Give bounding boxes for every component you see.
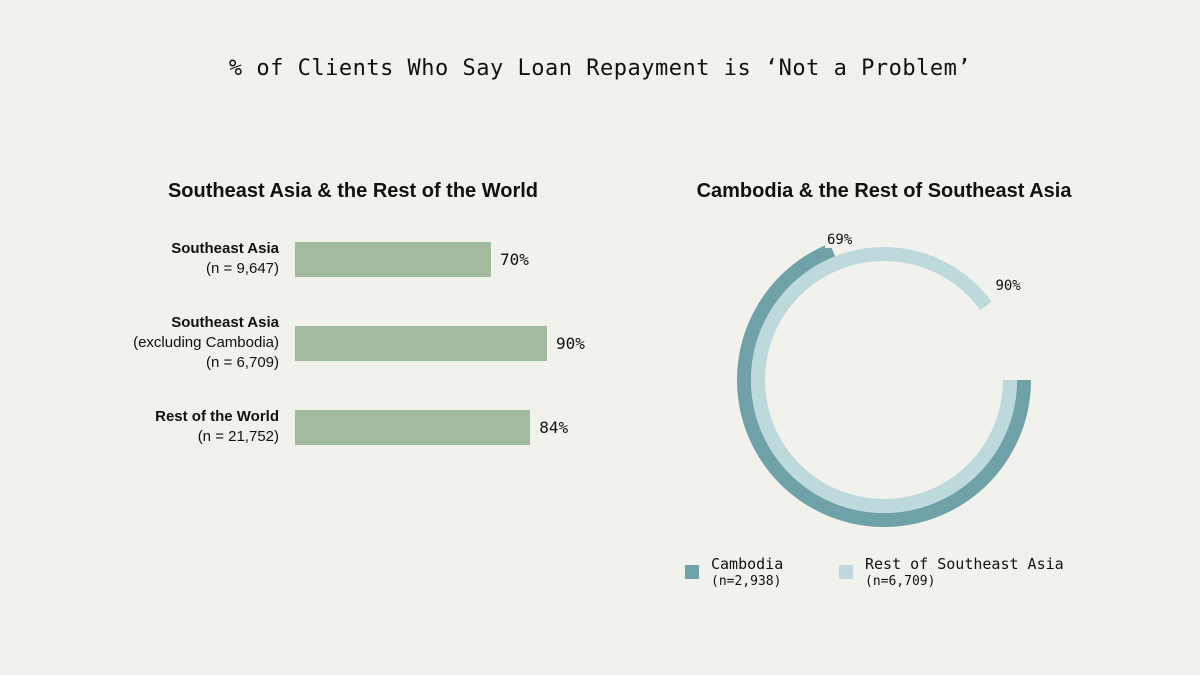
bar-category-sub: (excluding Cambodia) — [133, 334, 279, 351]
bar-label-southeast-asia: Southeast Asia (n = 9,647) — [60, 239, 279, 279]
ring-value-cambodia: 69% — [824, 232, 855, 249]
bar-value-southeast-asia-excl-cambodia: 90% — [556, 334, 585, 353]
ring-value-rest-of-southeast-asia: 90% — [993, 277, 1023, 294]
page-title: % of Clients Who Say Loan Repayment is ‘… — [228, 56, 972, 81]
bar-rest-of-world — [295, 410, 531, 445]
bar-value-southeast-asia: 70% — [500, 250, 529, 269]
legend-name: Rest of Southeast Asia — [865, 555, 1064, 573]
legend-swatch-rest-of-southeast-asia — [839, 565, 853, 579]
bar-category-n: (n = 9,647) — [206, 260, 279, 277]
bar-category-n: (n = 21,752) — [197, 428, 279, 445]
ring-cambodia — [737, 243, 1031, 527]
legend-swatch-cambodia — [685, 565, 699, 579]
bar-chart-title: Southeast Asia & the Rest of the World — [167, 180, 539, 202]
legend-text-rest-of-southeast-asia: Rest of Southeast Asia (n=6,709) — [865, 555, 1064, 591]
legend-text-cambodia: Cambodia (n=2,938) — [711, 555, 783, 591]
bar-value-rest-of-world: 84% — [539, 418, 569, 437]
legend-n: (n=6,709) — [865, 574, 936, 589]
bar-label-rest-of-world: Rest of the World (n = 21,752) — [60, 407, 279, 447]
bar-category-name: Rest of the World — [155, 408, 279, 425]
bar-southeast-asia-excl-cambodia — [295, 326, 547, 361]
ring-rest-of-southeast-asia — [751, 247, 1017, 513]
bar-category-name: Southeast Asia — [171, 314, 279, 331]
bar-category-n: (n = 6,709) — [206, 354, 279, 371]
legend-name: Cambodia — [711, 555, 784, 573]
bar-southeast-asia — [295, 242, 491, 277]
legend-n: (n=2,938) — [711, 574, 782, 589]
bar-label-southeast-asia-excl-cambodia: Southeast Asia (excluding Cambodia) (n =… — [60, 313, 279, 373]
bar-category-name: Southeast Asia — [171, 240, 279, 257]
